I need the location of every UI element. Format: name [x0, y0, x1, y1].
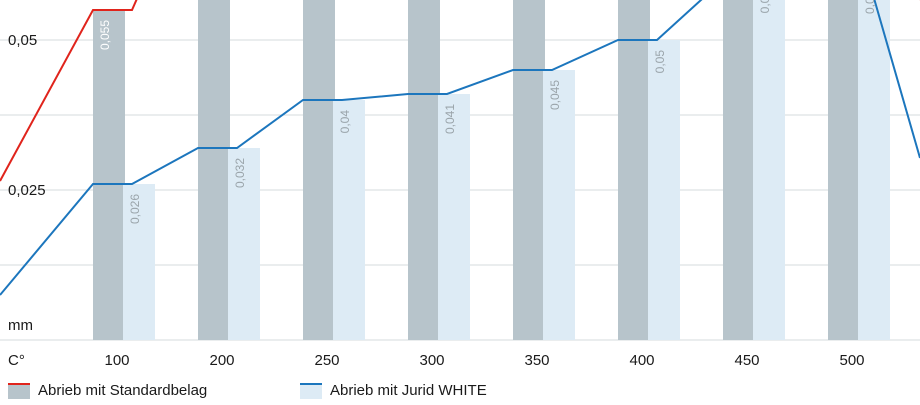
line-jurid — [0, 0, 920, 296]
bar-jurid — [123, 184, 155, 340]
bar-label-standard: 0,055 — [98, 20, 112, 50]
bar-jurid — [648, 40, 680, 340]
bar-jurid — [543, 70, 575, 340]
x-tick-label: 450 — [734, 352, 759, 369]
bar-label-jurid: 0,032 — [233, 158, 247, 188]
bar-standard — [303, 0, 335, 340]
bar-label-jurid: 0,026 — [128, 194, 142, 224]
x-tick-label: 250 — [314, 352, 339, 369]
series-lines — [0, 0, 920, 296]
bar-standard — [828, 0, 860, 340]
legend-swatch-jurid — [300, 382, 322, 399]
x-tick-label: 100 — [104, 352, 129, 369]
x-tick-label: 500 — [839, 352, 864, 369]
x-tick-label: 350 — [524, 352, 549, 369]
bar-standard — [198, 0, 230, 340]
legend-label-standard: Abrieb mit Standardbelag — [38, 382, 208, 399]
bar-label-jurid: 0,06 — [758, 0, 772, 13]
y-tick-label: 0,025 — [8, 182, 46, 199]
x-tick-label: 400 — [629, 352, 654, 369]
bar-standard — [513, 0, 545, 340]
bar-standard — [723, 0, 755, 340]
legend-label-jurid: Abrieb mit Jurid WHITE — [330, 382, 487, 399]
bar-label-jurid: 0,05 — [653, 50, 667, 74]
bar-label-jurid: 0,041 — [443, 104, 457, 134]
bar-label-jurid: 0,045 — [548, 80, 562, 110]
bar-standard — [93, 10, 125, 340]
bar-jurid — [228, 148, 260, 340]
bars — [93, 0, 890, 340]
legend-item-jurid: Abrieb mit Jurid WHITE — [300, 382, 487, 399]
bar-standard — [618, 0, 650, 340]
x-tick-label: 200 — [209, 352, 234, 369]
x-tick-labels: 100 200 250 300 350 400 450 500 — [104, 352, 864, 369]
bar-jurid — [858, 0, 890, 340]
legend-item-standard: Abrieb mit Standardbelag — [8, 382, 207, 399]
y-tick-label: 0,05 — [8, 32, 37, 49]
bar-label-jurid: 0,04 — [338, 110, 352, 134]
bar-jurid — [333, 100, 365, 340]
bar-jurid — [753, 0, 785, 340]
bar-labels: 0,0550,0260,080,0320,0860,040,0880,0410,… — [98, 0, 877, 224]
bar-standard — [408, 0, 440, 340]
y-unit-label: mm — [8, 317, 33, 334]
x-unit-label: C° — [8, 352, 25, 369]
bar-label-jurid: 0,061 — [863, 0, 877, 14]
bar-jurid — [438, 94, 470, 340]
x-tick-label: 300 — [419, 352, 444, 369]
legend-swatch-standard — [8, 382, 30, 399]
